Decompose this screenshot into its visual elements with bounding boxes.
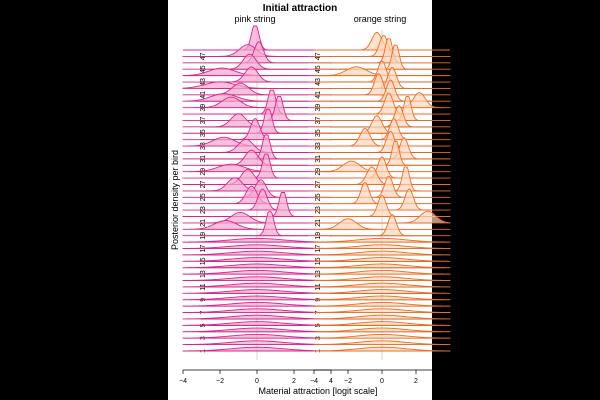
density-curve xyxy=(182,308,332,314)
density-curve xyxy=(313,214,451,237)
density-curve xyxy=(182,269,332,275)
density-curve xyxy=(182,301,332,307)
density-curve xyxy=(313,327,451,333)
density-curve xyxy=(182,276,332,282)
x-tick-label: 4 xyxy=(329,378,333,385)
density-curve xyxy=(182,53,332,70)
density-curve xyxy=(182,93,332,102)
density-curve xyxy=(182,346,332,352)
chart-title: Initial attraction xyxy=(263,3,337,14)
density-curve xyxy=(182,163,332,173)
density-curve xyxy=(313,244,451,249)
density-curve xyxy=(182,188,332,211)
density-curve xyxy=(182,321,332,326)
density-curve xyxy=(313,314,451,320)
density-curve xyxy=(182,314,332,320)
density-curve xyxy=(313,92,451,115)
density-curve xyxy=(182,263,332,269)
density-curve xyxy=(182,333,332,339)
density-curve xyxy=(313,73,451,96)
density-curve xyxy=(182,169,332,185)
density-curve xyxy=(313,257,451,262)
density-curve xyxy=(182,89,332,115)
density-curve xyxy=(313,60,451,83)
density-curve xyxy=(182,136,332,147)
density-curve xyxy=(313,128,451,147)
density-curve xyxy=(182,179,332,198)
x-tick-label: 0 xyxy=(380,378,384,385)
density-curve xyxy=(182,96,332,121)
density-curve xyxy=(313,210,451,224)
x-tick-label: 0 xyxy=(255,378,259,385)
x-tick-label: 2 xyxy=(414,378,418,385)
x-axis-label: Material attraction [logit scale] xyxy=(258,386,377,396)
panel-title-orange: orange string xyxy=(354,14,407,24)
density-curve xyxy=(182,82,332,96)
density-curve xyxy=(313,282,451,288)
density-curve xyxy=(182,138,332,153)
density-curve xyxy=(182,149,332,166)
density-curve xyxy=(182,237,332,243)
density-curve xyxy=(313,340,451,346)
density-curve xyxy=(313,289,451,294)
density-curve xyxy=(182,327,332,333)
x-tick-label: −2 xyxy=(344,378,352,385)
density-curve xyxy=(313,175,451,198)
density-curve xyxy=(313,96,451,121)
panel-title-pink: pink string xyxy=(234,14,275,24)
density-curve xyxy=(182,41,332,64)
density-curve xyxy=(313,156,451,179)
density-curve xyxy=(313,346,451,352)
density-curve xyxy=(313,301,451,307)
density-curve xyxy=(313,308,451,314)
density-curve xyxy=(182,211,332,224)
density-curve xyxy=(182,66,332,83)
density-curve xyxy=(182,96,332,109)
density-curve xyxy=(183,25,331,51)
density-curve xyxy=(182,257,332,262)
density-curve xyxy=(313,34,451,57)
density-curve xyxy=(182,211,332,237)
density-curve xyxy=(182,153,332,179)
density-curve xyxy=(182,192,332,217)
density-curve xyxy=(313,131,451,153)
density-curve xyxy=(313,333,451,339)
x-tick-label: −2 xyxy=(216,378,224,385)
x-tick-label: −4 xyxy=(179,378,187,385)
density-curve xyxy=(182,81,332,89)
x-tick-label: −4 xyxy=(310,378,318,385)
density-curve xyxy=(313,276,451,282)
density-curve xyxy=(313,269,451,275)
density-curve xyxy=(182,185,332,205)
density-curve xyxy=(182,289,332,294)
density-curve xyxy=(182,220,332,230)
density-curve xyxy=(313,79,451,102)
density-curve xyxy=(182,244,332,249)
density-curve xyxy=(182,282,332,288)
density-curve xyxy=(313,263,451,269)
density-curve xyxy=(313,38,451,64)
density-curve xyxy=(313,218,451,230)
density-curve xyxy=(314,118,450,141)
density-curve xyxy=(182,295,332,301)
density-curve xyxy=(313,250,451,256)
density-curve xyxy=(313,295,451,301)
x-tick-label: 4 xyxy=(448,378,452,385)
density-curve xyxy=(313,321,451,326)
density-curve xyxy=(313,115,451,134)
chart-marks: 1133557799111113131515171719192121232325… xyxy=(179,25,452,385)
density-curve xyxy=(183,118,331,141)
density-curve xyxy=(182,250,332,256)
density-curve xyxy=(182,340,332,346)
density-curve xyxy=(313,237,451,243)
x-tick-label: 2 xyxy=(292,378,296,385)
y-axis-label: Posterior density per bird xyxy=(170,150,180,250)
density-curve xyxy=(313,166,451,185)
